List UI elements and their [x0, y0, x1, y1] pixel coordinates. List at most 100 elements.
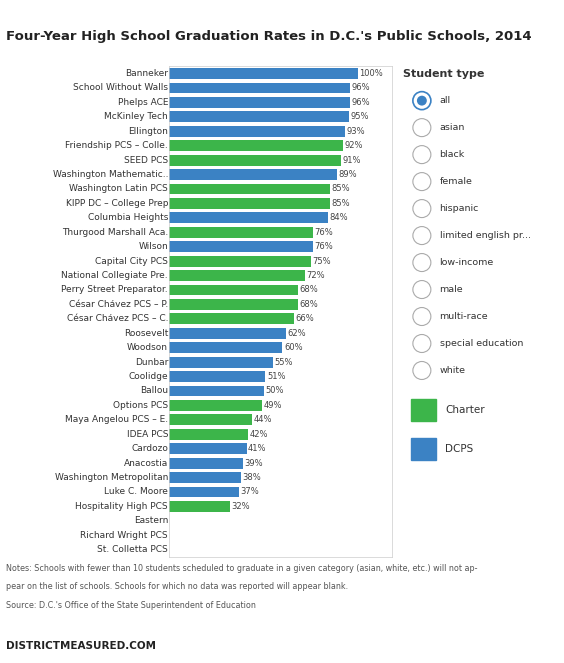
Bar	[169, 299, 298, 310]
Text: Coolidge: Coolidge	[129, 372, 168, 381]
Text: 75%: 75%	[312, 257, 331, 266]
Bar	[169, 444, 246, 454]
Bar	[169, 314, 294, 324]
Text: Maya Angelou PCS – E.: Maya Angelou PCS – E.	[65, 415, 168, 424]
Bar	[169, 386, 263, 396]
Text: Roosevelt: Roosevelt	[124, 329, 168, 337]
Text: 76%: 76%	[314, 228, 333, 237]
Text: Ballou: Ballou	[140, 387, 168, 395]
Text: 62%: 62%	[288, 329, 306, 337]
Bar	[169, 126, 345, 137]
Text: 55%: 55%	[275, 357, 293, 367]
Text: Dunbar: Dunbar	[135, 357, 168, 367]
Text: Notes: Schools with fewer than 10 students scheduled to graduate in a given cate: Notes: Schools with fewer than 10 studen…	[6, 564, 477, 573]
Text: 76%: 76%	[314, 242, 333, 251]
Bar	[169, 241, 312, 252]
Text: Washington Metropolitan: Washington Metropolitan	[55, 473, 168, 482]
Text: Columbia Heights: Columbia Heights	[87, 213, 168, 222]
Text: Capital City PCS: Capital City PCS	[95, 257, 168, 266]
Text: Wilson: Wilson	[138, 242, 168, 251]
Text: César Chávez PCS – P.: César Chávez PCS – P.	[69, 300, 168, 309]
Text: limited english pr...: limited english pr...	[439, 231, 531, 240]
Text: Friendship PCS – Colle.: Friendship PCS – Colle.	[65, 141, 168, 150]
Text: 68%: 68%	[299, 286, 318, 294]
Bar	[169, 154, 341, 166]
Text: Options PCS: Options PCS	[113, 401, 168, 410]
Text: 96%: 96%	[352, 98, 371, 107]
Text: 42%: 42%	[250, 430, 268, 439]
Text: Hospitality High PCS: Hospitality High PCS	[76, 502, 168, 511]
Text: 72%: 72%	[307, 271, 325, 280]
Text: 50%: 50%	[265, 387, 284, 395]
Text: César Chávez PCS – C.: César Chávez PCS – C.	[67, 314, 168, 324]
Bar	[169, 82, 350, 93]
Text: 89%: 89%	[339, 170, 358, 179]
Text: School Without Walls: School Without Walls	[73, 84, 168, 92]
Text: Richard Wright PCS: Richard Wright PCS	[81, 531, 168, 540]
Bar	[169, 212, 328, 223]
Text: 39%: 39%	[244, 459, 263, 467]
Text: 100%: 100%	[359, 69, 384, 78]
Bar	[169, 414, 252, 425]
Text: DISTRICTMEASURED.COM: DISTRICTMEASURED.COM	[6, 641, 156, 651]
Bar	[169, 371, 266, 382]
Text: Charter: Charter	[445, 404, 485, 415]
Text: female: female	[439, 177, 473, 186]
Bar	[169, 198, 330, 209]
Text: hispanic: hispanic	[439, 204, 479, 213]
Text: Washington Latin PCS: Washington Latin PCS	[69, 184, 168, 194]
Bar	[169, 501, 230, 512]
Text: Cardozo: Cardozo	[131, 444, 168, 453]
Text: pear on the list of schools. Schools for which no data was reported will appear : pear on the list of schools. Schools for…	[6, 582, 348, 591]
Text: 95%: 95%	[350, 112, 368, 121]
Text: Anacostia: Anacostia	[124, 459, 168, 467]
Text: 66%: 66%	[296, 314, 314, 324]
Text: 38%: 38%	[243, 473, 261, 482]
Text: multi-race: multi-race	[439, 312, 488, 321]
Text: special education: special education	[439, 339, 523, 348]
Text: Woodson: Woodson	[127, 343, 168, 352]
Bar	[169, 68, 358, 79]
Text: low-income: low-income	[439, 258, 494, 267]
Text: Washington Mathematic..: Washington Mathematic..	[52, 170, 168, 179]
Bar	[169, 184, 330, 194]
Bar	[169, 342, 283, 353]
FancyBboxPatch shape	[411, 398, 436, 421]
Text: Four-Year High School Graduation Rates in D.C.'s Public Schools, 2014: Four-Year High School Graduation Rates i…	[6, 30, 531, 43]
Ellipse shape	[417, 95, 427, 105]
Text: St. Colletta PCS: St. Colletta PCS	[98, 545, 168, 554]
Text: Thurgood Marshall Aca.: Thurgood Marshall Aca.	[62, 228, 168, 237]
Text: Ellington: Ellington	[128, 127, 168, 136]
Text: male: male	[439, 285, 463, 294]
Text: 51%: 51%	[267, 372, 285, 381]
Text: 96%: 96%	[352, 84, 371, 92]
Bar	[169, 111, 349, 122]
Bar	[169, 429, 249, 440]
Text: Source: D.C.'s Office of the State Superintendent of Education: Source: D.C.'s Office of the State Super…	[6, 601, 255, 610]
Text: 60%: 60%	[284, 343, 303, 352]
Text: black: black	[439, 150, 465, 159]
Text: KIPP DC – College Prep: KIPP DC – College Prep	[65, 199, 168, 208]
Bar	[169, 270, 305, 281]
Bar	[169, 400, 262, 411]
Bar	[169, 284, 298, 296]
Text: 32%: 32%	[231, 502, 250, 511]
Text: McKinley Tech: McKinley Tech	[104, 112, 168, 121]
Bar	[169, 487, 239, 497]
Text: SEED PCS: SEED PCS	[124, 156, 168, 164]
Text: 85%: 85%	[331, 199, 350, 208]
Text: asian: asian	[439, 123, 465, 132]
Text: IDEA PCS: IDEA PCS	[126, 430, 168, 439]
FancyBboxPatch shape	[411, 438, 436, 460]
Text: Luke C. Moore: Luke C. Moore	[104, 487, 168, 497]
Text: 49%: 49%	[263, 401, 282, 410]
Bar	[169, 97, 350, 108]
Text: 93%: 93%	[346, 127, 365, 136]
Text: 92%: 92%	[345, 141, 363, 150]
Text: DCPS: DCPS	[445, 444, 473, 454]
Text: Student type: Student type	[403, 69, 484, 79]
Bar	[169, 169, 337, 180]
Text: all: all	[439, 96, 451, 105]
Bar	[169, 472, 241, 483]
Bar	[169, 357, 273, 367]
